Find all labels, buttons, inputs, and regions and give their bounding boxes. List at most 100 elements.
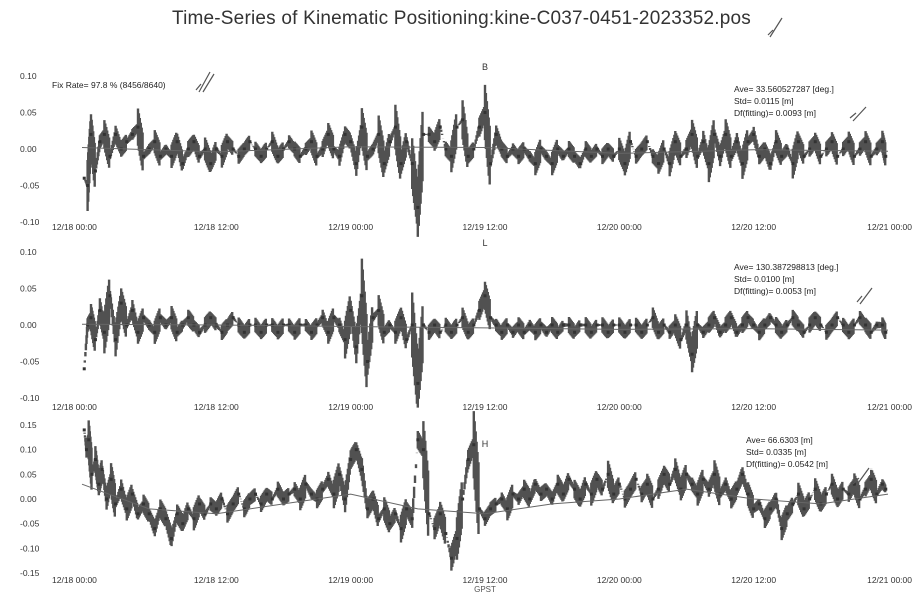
data-point [884,331,887,334]
data-point [629,488,632,491]
data-point [355,162,358,165]
data-point [870,331,873,334]
data-point [573,155,576,158]
data-point [702,478,705,481]
stats-line: Df(fitting)= 0.0093 [m] [734,108,816,118]
data-point [360,294,363,297]
data-point [724,324,727,327]
data-point [836,316,839,319]
data-point [635,155,638,158]
data-point [674,140,677,143]
y-tick-label: 0.00 [20,494,37,504]
data-point [791,162,794,165]
stats-line: Std= 0.0335 [m] [746,447,806,457]
data-point [83,367,86,370]
data-point [176,140,179,143]
data-point [864,140,867,143]
data-point [819,324,822,327]
data-point [220,155,223,158]
data-point [668,162,671,165]
data-point [881,324,884,327]
data-point [713,133,716,136]
data-point [416,382,419,385]
panel-title: B [482,62,488,72]
x-tick-label: 12/19 12:00 [463,402,508,412]
data-point [719,331,722,334]
data-point [444,148,447,151]
data-point [825,493,828,496]
data-point [428,133,431,136]
data-point [842,488,845,491]
data-point [573,331,576,334]
data-point [797,324,800,327]
data-point [668,483,671,486]
data-point [405,140,408,143]
data-point [450,331,453,334]
data-point [433,324,436,327]
data-point [243,331,246,334]
data-point [884,155,887,158]
data-point [803,331,806,334]
data-point [500,498,503,501]
data-point [545,488,548,491]
data-point [372,316,375,319]
y-tick-label: 0.00 [20,144,37,154]
data-point [696,324,699,327]
data-point [567,148,570,151]
data-point [377,517,380,520]
data-point [108,155,111,158]
data-point [752,507,755,510]
data-point [288,493,291,496]
data-point [786,512,789,515]
data-point [304,483,307,486]
data-point [859,148,862,151]
data-point [685,473,688,476]
data-point [551,162,554,165]
data-point [478,309,481,312]
x-tick-label: 12/20 12:00 [731,222,776,232]
data-point [747,316,750,319]
data-point [847,493,850,496]
data-point [791,502,794,505]
data-point [282,498,285,501]
data-point [707,488,710,491]
data-point [808,324,811,327]
x-tick-label: 12/19 00:00 [328,575,373,585]
data-point [181,162,184,165]
data-point [875,324,878,327]
data-point [579,498,582,501]
data-point [142,502,145,505]
data-point [94,338,97,341]
data-point [131,133,134,136]
data-point [86,184,89,187]
data-point [584,324,587,327]
data-point [651,155,654,158]
data-point [411,324,414,327]
data-point [601,324,604,327]
data-point [511,493,514,496]
data-point [679,338,682,341]
data-point [517,155,520,158]
x-tick-label: 12/21 00:00 [867,575,912,585]
y-tick-label: 0.10 [20,247,37,257]
y-tick-label: -0.05 [20,181,40,191]
data-point [176,331,179,334]
data-point [349,458,352,461]
data-point [769,507,772,510]
data-point [735,488,738,491]
data-point [584,483,587,486]
x-tick-label: 12/19 00:00 [328,402,373,412]
data-point [562,324,565,327]
data-point [114,338,117,341]
data-point [584,148,587,151]
data-point [635,324,638,327]
x-tick-label: 12/18 12:00 [194,402,239,412]
data-point [276,155,279,158]
data-point [707,162,710,165]
data-point [735,140,738,143]
data-point [528,498,531,501]
data-point [405,507,408,510]
data-point [153,331,156,334]
stats-line: Std= 0.0115 [m] [734,96,794,106]
